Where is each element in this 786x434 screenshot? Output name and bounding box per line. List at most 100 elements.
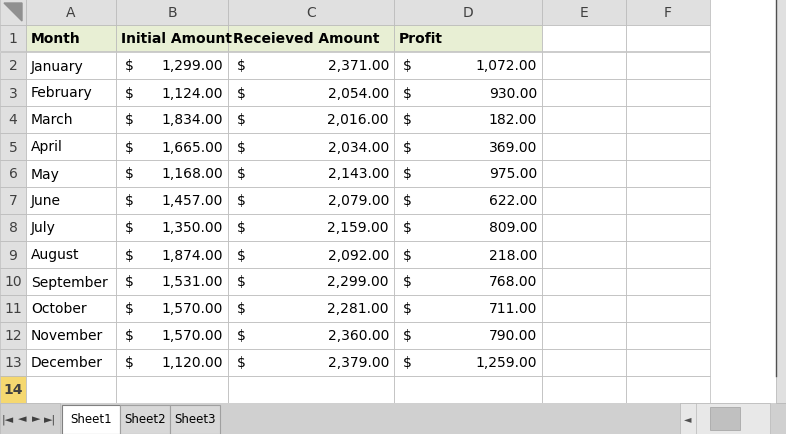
Bar [228, 53, 394, 80]
Bar [394, 134, 542, 161]
Text: C: C [306, 6, 316, 20]
Text: $: $ [125, 167, 134, 181]
Text: $: $ [125, 113, 134, 127]
Text: $: $ [403, 113, 412, 127]
Bar [116, 53, 228, 80]
Bar [680, 403, 770, 434]
Text: 1,665.00: 1,665.00 [161, 140, 223, 154]
Text: 8: 8 [9, 221, 17, 235]
Bar [394, 26, 542, 52]
Bar [680, 403, 696, 434]
Text: $: $ [237, 86, 246, 100]
Text: 1: 1 [9, 32, 17, 46]
Text: 10: 10 [4, 275, 22, 289]
Text: $: $ [125, 221, 134, 235]
Bar [26, 376, 116, 403]
Bar [542, 53, 626, 80]
Text: July: July [31, 221, 56, 235]
Text: 2,159.00: 2,159.00 [328, 221, 389, 235]
Text: $: $ [125, 194, 134, 208]
Text: 809.00: 809.00 [489, 221, 537, 235]
Text: 2,379.00: 2,379.00 [328, 356, 389, 370]
Text: 1,457.00: 1,457.00 [162, 194, 223, 208]
Bar [394, 295, 542, 322]
Bar [26, 53, 116, 80]
Bar [116, 107, 228, 134]
Text: $: $ [403, 86, 412, 100]
Polygon shape [4, 4, 22, 22]
Text: November: November [31, 329, 103, 343]
Text: $: $ [403, 329, 412, 343]
Bar [228, 376, 394, 403]
Bar [394, 322, 542, 349]
Text: 2,016.00: 2,016.00 [328, 113, 389, 127]
Text: ◄: ◄ [18, 414, 26, 424]
Text: $: $ [403, 221, 412, 235]
Bar [776, 0, 786, 403]
Text: 2,034.00: 2,034.00 [328, 140, 389, 154]
Bar [116, 268, 228, 295]
Bar [62, 405, 120, 434]
Bar [0, 53, 26, 80]
Bar [116, 376, 228, 403]
Bar [542, 349, 626, 376]
Bar [542, 322, 626, 349]
Text: June: June [31, 194, 61, 208]
Bar [0, 322, 26, 349]
Bar [542, 26, 626, 52]
Bar [116, 214, 228, 241]
Text: 1,299.00: 1,299.00 [161, 59, 223, 73]
Text: $: $ [237, 167, 246, 181]
Text: 1,570.00: 1,570.00 [162, 302, 223, 316]
Bar [120, 405, 170, 434]
Bar [626, 322, 710, 349]
Bar [228, 349, 394, 376]
Bar [0, 161, 26, 187]
Text: D: D [463, 6, 473, 20]
Text: $: $ [237, 248, 246, 262]
Bar [116, 349, 228, 376]
Text: 14: 14 [3, 383, 23, 397]
Bar [26, 295, 116, 322]
Text: 6: 6 [9, 167, 17, 181]
Text: 5: 5 [9, 140, 17, 154]
Text: 7: 7 [9, 194, 17, 208]
Bar [0, 241, 26, 268]
Bar [26, 26, 116, 52]
Bar [626, 241, 710, 268]
Bar [26, 107, 116, 134]
Text: 2,299.00: 2,299.00 [328, 275, 389, 289]
Bar [228, 268, 394, 295]
Text: ►|: ►| [44, 413, 56, 424]
Bar [0, 0, 26, 26]
Text: $: $ [125, 356, 134, 370]
Text: 12: 12 [4, 329, 22, 343]
Bar [626, 295, 710, 322]
Bar [116, 187, 228, 214]
Text: $: $ [403, 275, 412, 289]
Bar [228, 295, 394, 322]
Text: $: $ [125, 302, 134, 316]
Bar [0, 349, 26, 376]
Bar [228, 0, 394, 26]
Bar [228, 161, 394, 187]
Text: 622.00: 622.00 [489, 194, 537, 208]
Bar [116, 161, 228, 187]
Bar [394, 187, 542, 214]
Bar [542, 134, 626, 161]
Bar [626, 161, 710, 187]
Bar [116, 134, 228, 161]
Text: $: $ [237, 356, 246, 370]
Bar [0, 376, 26, 403]
Bar [26, 134, 116, 161]
Text: 1,072.00: 1,072.00 [476, 59, 537, 73]
Text: 2,054.00: 2,054.00 [328, 86, 389, 100]
Text: 182.00: 182.00 [489, 113, 537, 127]
Text: 1,120.00: 1,120.00 [161, 356, 223, 370]
Text: 9: 9 [9, 248, 17, 262]
Text: 790.00: 790.00 [489, 329, 537, 343]
Bar [626, 187, 710, 214]
Text: ►: ► [31, 414, 40, 424]
Text: 975.00: 975.00 [489, 167, 537, 181]
Text: $: $ [403, 167, 412, 181]
